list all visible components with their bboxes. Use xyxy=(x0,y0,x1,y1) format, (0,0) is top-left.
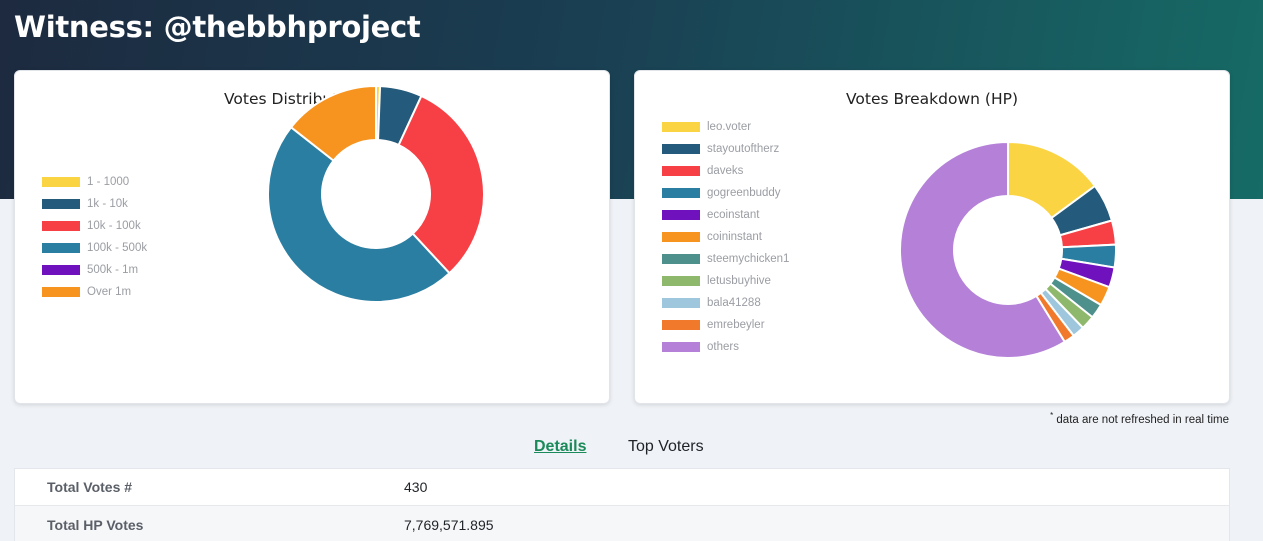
note-star: * xyxy=(1050,411,1054,420)
tab-top-voters[interactable]: Top Voters xyxy=(628,438,704,455)
legend-item[interactable]: letusbuyhive xyxy=(662,270,789,292)
tab-details[interactable]: Details xyxy=(534,438,587,455)
legend-label: Over 1m xyxy=(87,286,132,298)
donut-slice-over-1m[interactable] xyxy=(289,84,377,163)
legend-swatch xyxy=(662,342,700,352)
legend-label: others xyxy=(707,341,739,353)
legend-label: coininstant xyxy=(707,231,762,243)
chart-title: Votes Breakdown (HP) xyxy=(845,90,1019,108)
legend-swatch xyxy=(662,298,700,308)
donut-slice-100k-500k[interactable] xyxy=(267,125,451,303)
chart-legend: leo.voter stayoutoftherz daveks gogreenbudd… xyxy=(662,116,789,358)
legend-item[interactable]: 10k - 100k xyxy=(42,215,147,237)
table-row: Total Votes # 430 xyxy=(15,469,1229,506)
legend-item[interactable]: 1 - 1000 xyxy=(42,171,147,193)
legend-item[interactable]: gogreenbuddy xyxy=(662,182,789,204)
legend-label: letusbuyhive xyxy=(707,275,771,287)
donut-slice-others[interactable] xyxy=(899,142,1067,359)
row-value: 430 xyxy=(404,479,428,495)
legend-item[interactable]: coininstant xyxy=(662,226,789,248)
legend-label: 500k - 1m xyxy=(87,264,139,276)
votes-distribution-donut xyxy=(267,84,485,303)
legend-swatch xyxy=(42,221,80,231)
legend-item[interactable]: others xyxy=(662,336,789,358)
votes-breakdown-donut xyxy=(899,142,1117,359)
legend-swatch xyxy=(662,144,700,154)
legend-swatch xyxy=(662,188,700,198)
legend-item[interactable]: steemychicken1 xyxy=(662,248,789,270)
legend-label: daveks xyxy=(707,165,744,177)
legend-label: ecoinstant xyxy=(707,209,760,221)
votes-breakdown-card: Votes Breakdown (HP) leo.voter stayoutoft… xyxy=(634,70,1230,404)
legend-label: steemychicken1 xyxy=(707,253,790,265)
donut-slice-10k-100k[interactable] xyxy=(397,94,485,275)
legend-swatch xyxy=(662,320,700,330)
legend-item[interactable]: leo.voter xyxy=(662,116,789,138)
legend-label: 1 - 1000 xyxy=(87,176,130,188)
legend-label: stayoutoftherz xyxy=(707,143,780,155)
legend-label: 100k - 500k xyxy=(87,242,148,254)
note-text: data are not refreshed in real time xyxy=(1053,413,1229,426)
row-value: 7,769,571.895 xyxy=(404,516,494,533)
legend-swatch xyxy=(42,199,80,209)
legend-item[interactable]: stayoutoftherz xyxy=(662,138,789,160)
legend-item[interactable]: 1k - 10k xyxy=(42,193,147,215)
legend-swatch xyxy=(662,232,700,242)
row-label: Total Votes # xyxy=(47,479,133,495)
legend-item[interactable]: 500k - 1m xyxy=(42,259,147,281)
legend-swatch xyxy=(662,122,700,132)
legend-item[interactable]: Over 1m xyxy=(42,281,147,303)
legend-label: bala41288 xyxy=(707,297,761,309)
legend-label: gogreenbuddy xyxy=(707,187,781,199)
legend-swatch xyxy=(662,276,700,286)
legend-item[interactable]: ecoinstant xyxy=(662,204,789,226)
legend-swatch xyxy=(42,265,80,275)
legend-item[interactable]: daveks xyxy=(662,160,789,182)
legend-label: 1k - 10k xyxy=(87,198,128,210)
legend-item[interactable]: bala41288 xyxy=(662,292,789,314)
detail-tabs: Details Top Voters xyxy=(0,438,1263,462)
legend-swatch xyxy=(662,166,700,176)
legend-item[interactable]: 100k - 500k xyxy=(42,237,147,259)
legend-label: 10k - 100k xyxy=(87,220,141,232)
legend-item[interactable]: emrebeyler xyxy=(662,314,789,336)
refresh-note: * data are not refreshed in real time xyxy=(1050,411,1229,426)
details-table: Total Votes # 430 Total HP Votes 7,769,5… xyxy=(14,468,1230,541)
row-label: Total HP Votes xyxy=(47,516,144,533)
legend-label: leo.voter xyxy=(707,121,752,133)
legend-label: emrebeyler xyxy=(707,319,765,331)
legend-swatch xyxy=(42,287,80,297)
chart-legend: 1 - 1000 1k - 10k 10k - 100k 100k - 500k 500… xyxy=(42,171,147,303)
page-title: Witness: @thebbhproject xyxy=(14,10,421,44)
legend-swatch xyxy=(662,254,700,264)
legend-swatch xyxy=(42,243,80,253)
table-row: Total HP Votes 7,769,571.895 xyxy=(15,506,1229,541)
legend-swatch xyxy=(662,210,700,220)
legend-swatch xyxy=(42,177,80,187)
